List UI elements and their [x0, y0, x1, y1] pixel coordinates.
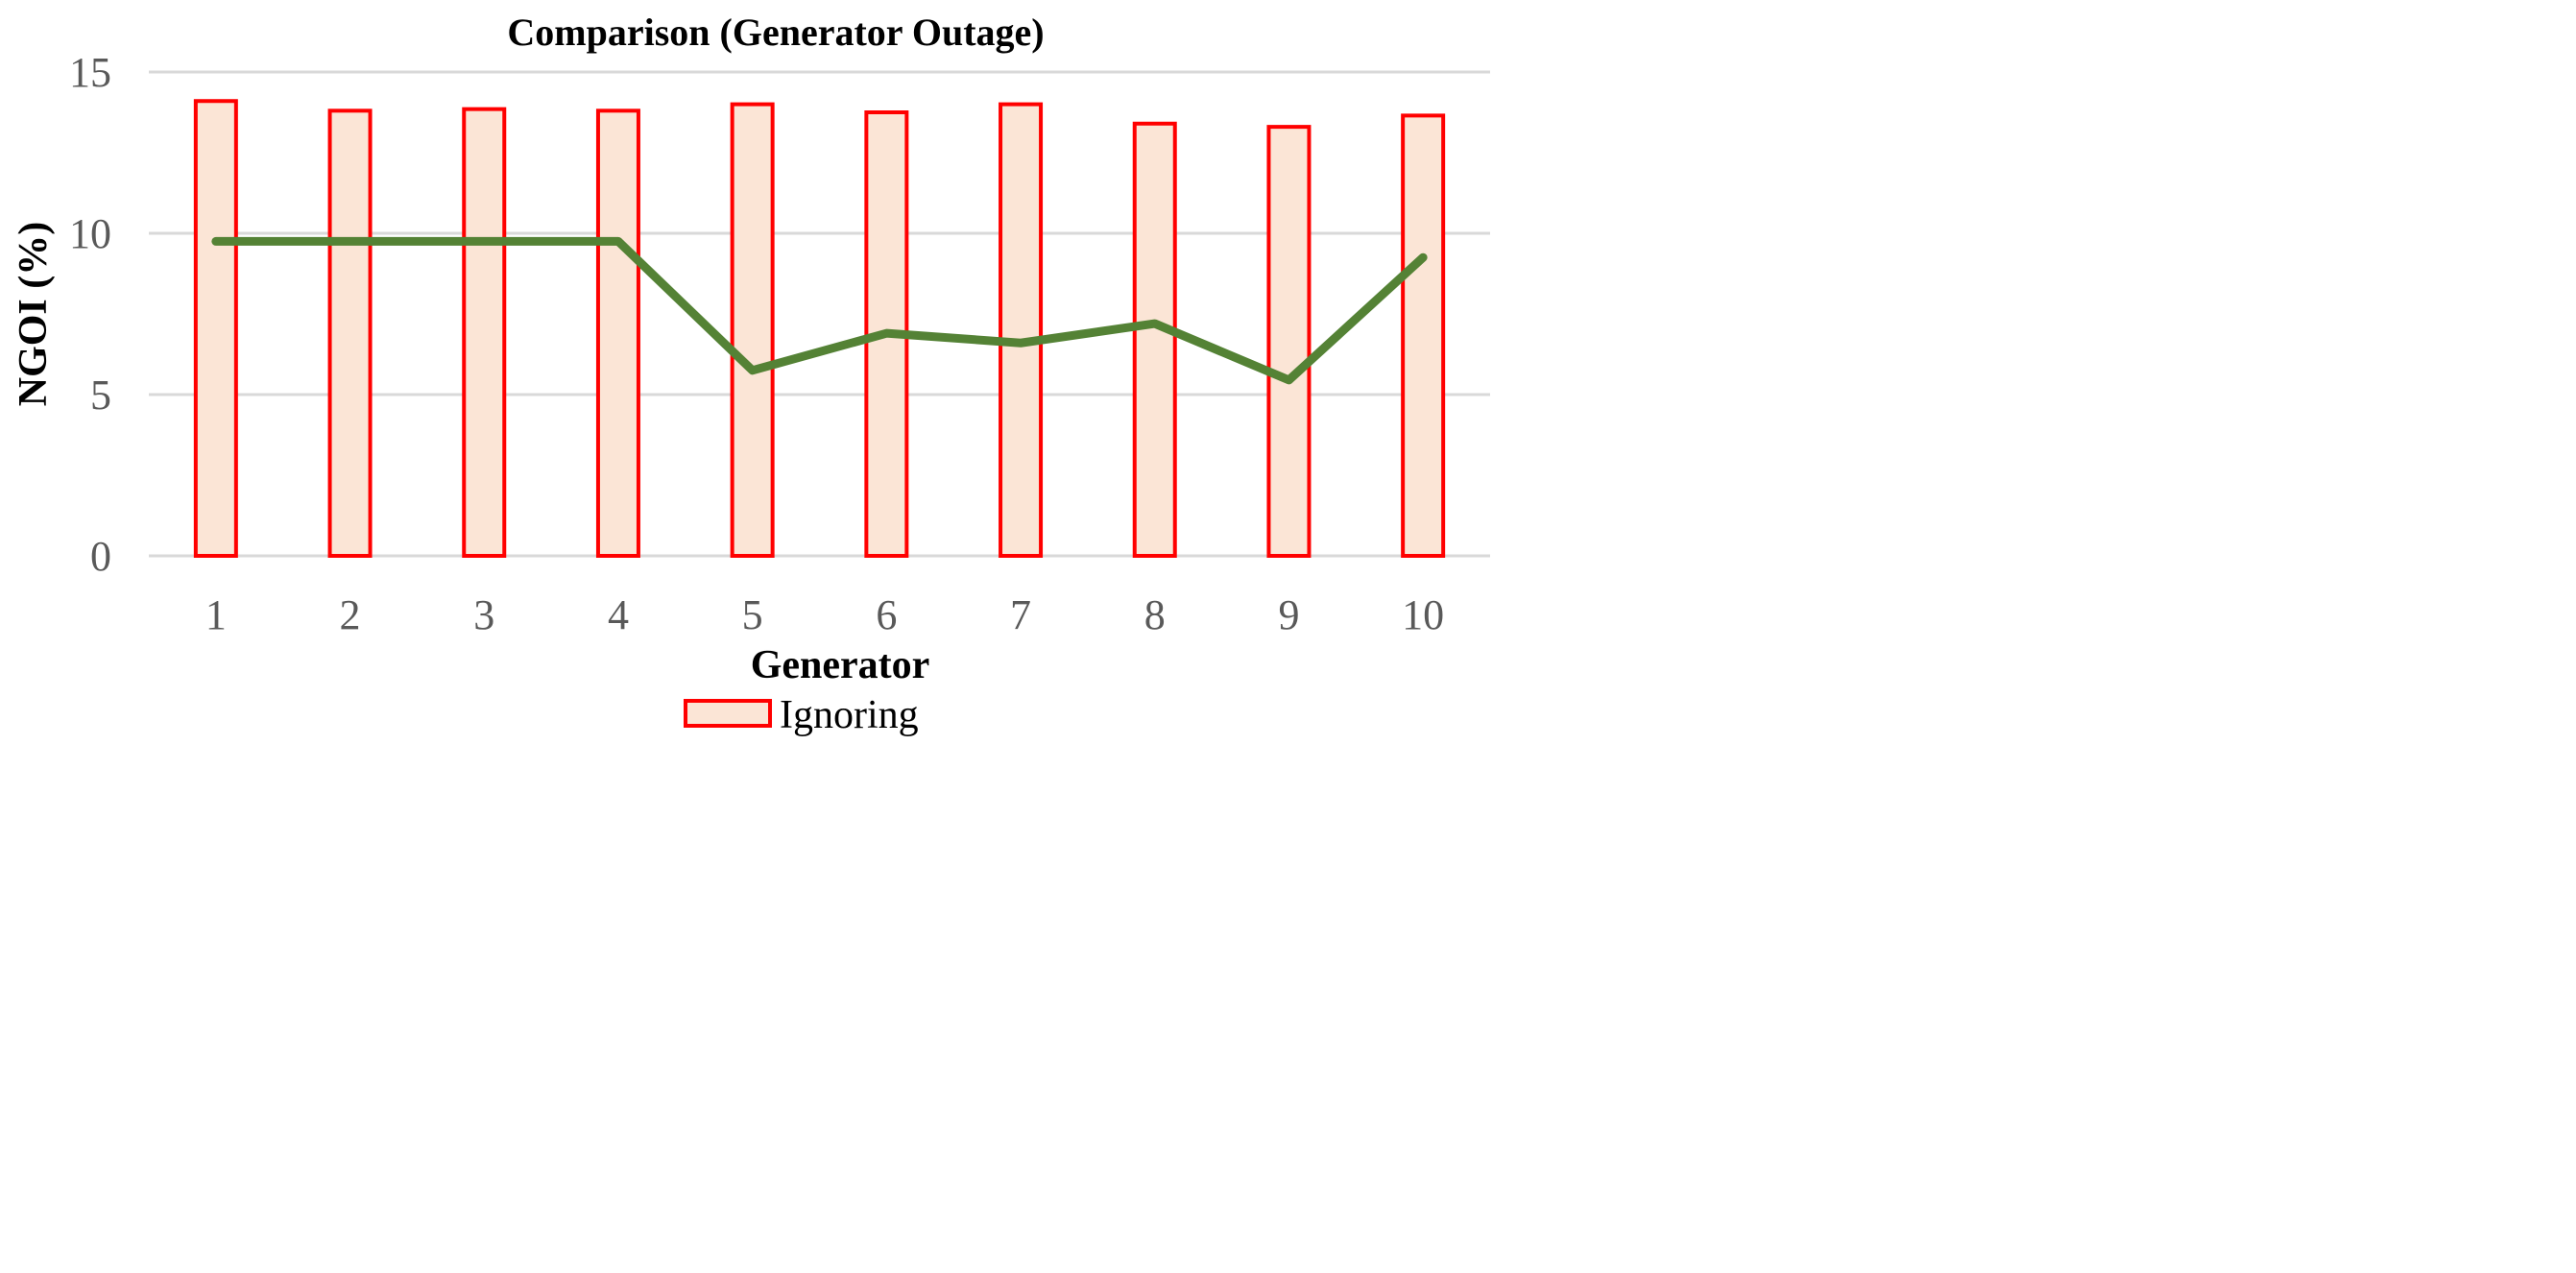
legend-label-ignoring: Ignoring	[780, 693, 919, 737]
x-axis-label: Generator	[751, 643, 930, 687]
y-tick-label: 10	[69, 210, 111, 257]
x-tick-label: 2	[340, 591, 361, 638]
x-tick-label: 4	[608, 591, 629, 638]
x-tick-label: 10	[1402, 591, 1444, 638]
y-axis-ticks: 0 5 10 15	[69, 49, 111, 580]
bar	[327, 108, 373, 558]
line-series	[211, 236, 1428, 385]
bar	[999, 102, 1044, 558]
chart-canvas: Comparison (Generator Outage) 0 5 10 15 1 2 3…	[12, 11, 1490, 737]
y-tick-label: 15	[69, 49, 111, 96]
y-tick-label: 0	[90, 533, 111, 580]
y-axis-label: NGOI (%)	[12, 222, 56, 407]
gridlines	[149, 70, 1490, 558]
x-tick-label: 8	[1144, 591, 1166, 638]
chart-title: Comparison (Generator Outage)	[507, 11, 1044, 54]
bar	[1132, 121, 1177, 558]
legend: Ignoring	[684, 693, 919, 737]
bar	[730, 102, 775, 558]
bar	[1266, 125, 1312, 558]
x-tick-label: 9	[1278, 591, 1299, 638]
bar	[1401, 113, 1446, 559]
bar	[595, 108, 640, 558]
legend-swatch-ignoring	[684, 699, 772, 728]
x-tick-label: 5	[742, 591, 763, 638]
x-tick-label: 6	[876, 591, 897, 638]
x-tick-label: 3	[473, 591, 494, 638]
bar-series	[193, 99, 1446, 559]
x-axis-ticks: 1 2 3 4 5 6 7 8 9 10	[205, 591, 1444, 638]
bar	[193, 99, 238, 559]
y-tick-label: 5	[90, 372, 111, 419]
x-tick-label: 7	[1010, 591, 1031, 638]
chart: Comparison (Generator Outage) 0 5 10 15 1 2 3…	[0, 0, 1505, 744]
x-tick-label: 1	[205, 591, 227, 638]
bar	[462, 107, 507, 558]
series-line	[211, 236, 1428, 385]
